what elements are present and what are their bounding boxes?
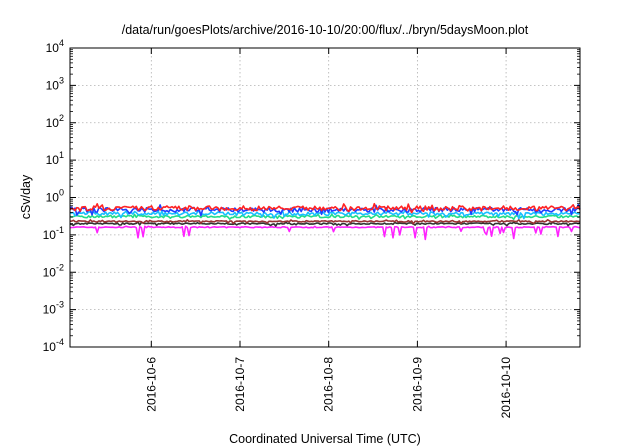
y-axis-label: cSv/day <box>19 174 33 219</box>
x-axis: 2016-10-6 2016-10-7 2016-10-8 2016-10-9 2016… <box>144 48 513 418</box>
y-tick-base: 10 <box>46 41 60 55</box>
y-tick-label: 101 <box>46 150 64 167</box>
y-tick-exp: 2 <box>59 113 64 123</box>
y-tick-label: 100 <box>46 188 64 205</box>
y-tick-exp: -3 <box>56 300 64 310</box>
y-tick-base: 10 <box>43 303 57 317</box>
y-tick-base: 10 <box>43 228 57 242</box>
y-tick-base: 10 <box>46 116 60 130</box>
series-line <box>69 202 581 214</box>
y-tick-exp: -2 <box>56 262 64 272</box>
y-tick-exp: -4 <box>56 337 64 347</box>
series-line <box>69 219 581 225</box>
y-tick-exp: 0 <box>59 188 64 198</box>
chart-title: /data/run/goesPlots/archive/2016-10-10/2… <box>122 23 529 37</box>
y-tick-exp: 1 <box>59 150 64 160</box>
y-tick-label: 103 <box>46 75 64 92</box>
y-tick-label: 102 <box>46 113 64 130</box>
series-line <box>69 225 581 241</box>
y-tick-base: 10 <box>43 340 57 354</box>
y-tick-label: 10-4 <box>43 337 64 354</box>
x-axis-label: Coordinated Universal Time (UTC) <box>229 432 421 446</box>
y-tick-label: 104 <box>46 38 64 55</box>
x-tick-label: 2016-10-7 <box>233 357 247 412</box>
x-tick-label: 2016-10-8 <box>322 357 336 412</box>
series-group <box>69 202 581 241</box>
y-tick-exp: 4 <box>59 38 64 48</box>
y-tick-exp: -1 <box>56 225 64 235</box>
series-line <box>69 221 581 227</box>
y-tick-base: 10 <box>43 265 57 279</box>
grid <box>70 47 580 348</box>
series-line <box>69 203 581 217</box>
y-tick-label: 10-1 <box>43 225 64 242</box>
y-tick-base: 10 <box>46 78 60 92</box>
x-tick-label: 2016-10-6 <box>144 357 158 412</box>
y-tick-base: 10 <box>46 191 60 205</box>
x-tick-label: 2016-10-10 <box>499 357 513 419</box>
series-line <box>69 213 581 221</box>
y-tick-base: 10 <box>46 153 60 167</box>
y-tick-label: 10-3 <box>43 300 64 317</box>
y-tick-exp: 3 <box>59 75 64 85</box>
series-line <box>69 209 581 220</box>
x-tick-label: 2016-10-9 <box>410 357 424 412</box>
y-tick-label: 10-2 <box>43 262 64 279</box>
